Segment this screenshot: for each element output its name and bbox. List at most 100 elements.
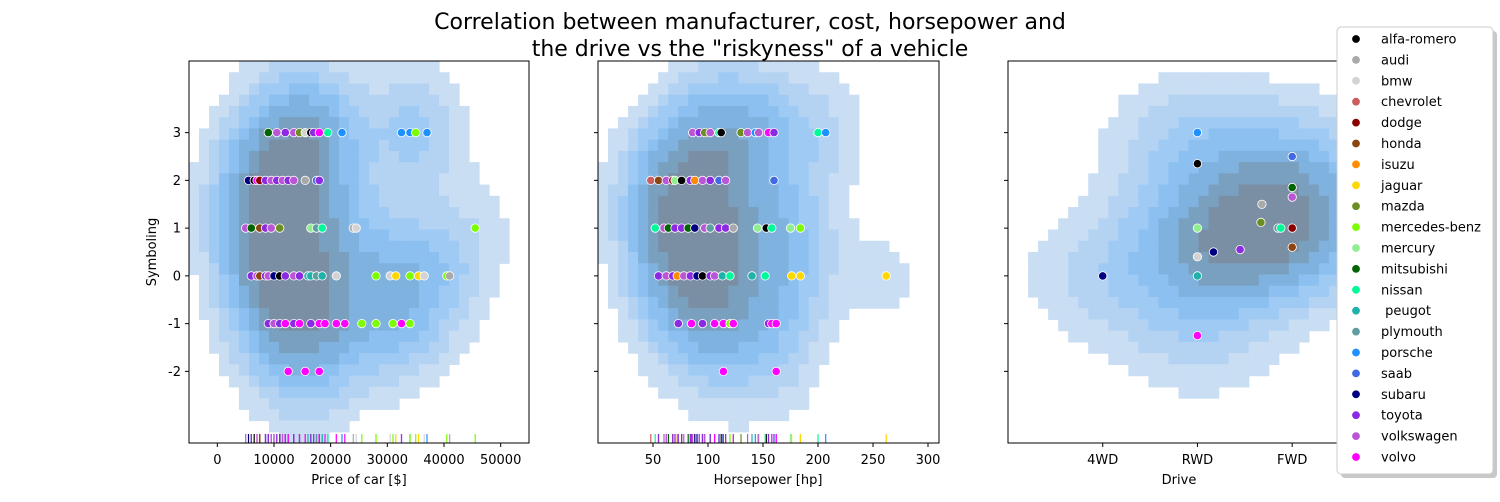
kde-cell <box>329 375 340 388</box>
kde-cell <box>798 128 810 141</box>
kde-cell <box>389 398 400 410</box>
kde-cell <box>688 308 699 321</box>
kde-cell <box>309 61 320 73</box>
legend-marker <box>1351 368 1361 378</box>
kde-cell <box>788 83 800 96</box>
kde-cell <box>638 274 649 287</box>
kde-cell <box>598 207 609 219</box>
kde-cell <box>1148 150 1160 163</box>
kde-cell <box>1208 207 1220 219</box>
kde-cell <box>1118 274 1129 287</box>
kde-cell <box>1238 139 1250 152</box>
kde-cell <box>1198 184 1210 197</box>
kde-cell <box>758 72 770 85</box>
kde-cell <box>299 296 310 309</box>
kde-cell <box>279 150 290 163</box>
kde-cell <box>838 296 850 309</box>
kde-cell <box>738 72 750 85</box>
kde-cell <box>1098 139 1109 152</box>
kde-cell <box>1118 184 1129 197</box>
kde-cell <box>738 207 750 219</box>
kde-cell <box>1178 128 1190 141</box>
kde-cell <box>1198 386 1210 399</box>
kde-cell <box>1238 308 1250 321</box>
kde-cell <box>778 274 790 287</box>
kde-cell <box>1148 364 1160 377</box>
kde-cell <box>618 274 629 287</box>
kde-cell <box>698 263 709 276</box>
kde-cell <box>1258 308 1270 321</box>
kde-cell <box>429 117 440 130</box>
kde-cell <box>409 375 420 388</box>
kde-cell <box>768 274 780 287</box>
kde-cell <box>369 364 380 377</box>
kde-cell <box>788 319 800 332</box>
kde-cell <box>688 61 699 73</box>
kde-cell <box>1188 240 1200 253</box>
kde-cell <box>339 285 350 298</box>
kde-cell <box>379 296 390 309</box>
kde-cell <box>429 162 440 174</box>
kde-cell <box>848 173 860 186</box>
kde-cell <box>1108 128 1119 141</box>
kde-cell <box>658 330 669 343</box>
kde-cell <box>778 353 790 365</box>
kde-cell <box>628 105 639 118</box>
kde-cell <box>1098 285 1109 298</box>
kde-cell <box>1258 105 1270 118</box>
kde-cell <box>1308 162 1320 174</box>
kde-cell <box>199 240 210 253</box>
kde-cell <box>439 139 450 152</box>
kde-cell <box>279 420 290 433</box>
kde-cell <box>638 263 649 276</box>
kde-cell <box>359 252 370 264</box>
data-point <box>1287 151 1297 162</box>
data-point <box>280 128 290 138</box>
kde-cell <box>1048 285 1059 298</box>
kde-cell <box>369 207 380 219</box>
data-point <box>795 271 806 281</box>
kde-cell <box>1188 285 1200 298</box>
kde-cell <box>868 285 880 298</box>
kde-cell <box>259 398 270 410</box>
kde-cell <box>818 319 830 332</box>
kde-cell <box>389 105 400 118</box>
kde-cell <box>658 386 669 399</box>
kde-cell <box>459 195 470 208</box>
price-kde-density <box>189 61 510 443</box>
kde-cell <box>668 139 679 152</box>
kde-cell <box>259 94 270 107</box>
kde-cell <box>758 263 770 276</box>
kde-cell <box>409 263 420 276</box>
kde-cell <box>1188 375 1200 388</box>
kde-cell <box>319 105 330 118</box>
kde-cell <box>269 252 280 264</box>
kde-cell <box>788 398 800 410</box>
kde-cell <box>489 285 500 298</box>
kde-cell <box>1108 285 1119 298</box>
kde-cell <box>1268 319 1280 332</box>
kde-cell <box>1328 117 1340 130</box>
kde-cell <box>369 184 380 197</box>
kde-cell <box>449 274 460 287</box>
data-point <box>445 271 455 281</box>
kde-cell <box>638 94 649 107</box>
kde-cell <box>758 308 770 321</box>
kde-cell <box>289 409 300 422</box>
kde-cell <box>249 61 260 73</box>
data-point <box>1192 159 1203 169</box>
kde-cell <box>479 240 490 253</box>
kde-cell <box>199 128 210 141</box>
kde-cell <box>768 263 780 276</box>
kde-cell <box>1298 105 1310 118</box>
kde-cell <box>698 139 709 152</box>
kde-cell <box>708 61 719 73</box>
kde-cell <box>419 61 430 73</box>
legend-marker <box>1351 347 1361 357</box>
kde-cell <box>828 72 840 85</box>
kde-cell <box>1178 386 1190 399</box>
kde-cell <box>1178 330 1190 343</box>
kde-cell <box>678 83 689 96</box>
kde-cell <box>768 117 780 130</box>
kde-cell <box>1118 128 1129 141</box>
